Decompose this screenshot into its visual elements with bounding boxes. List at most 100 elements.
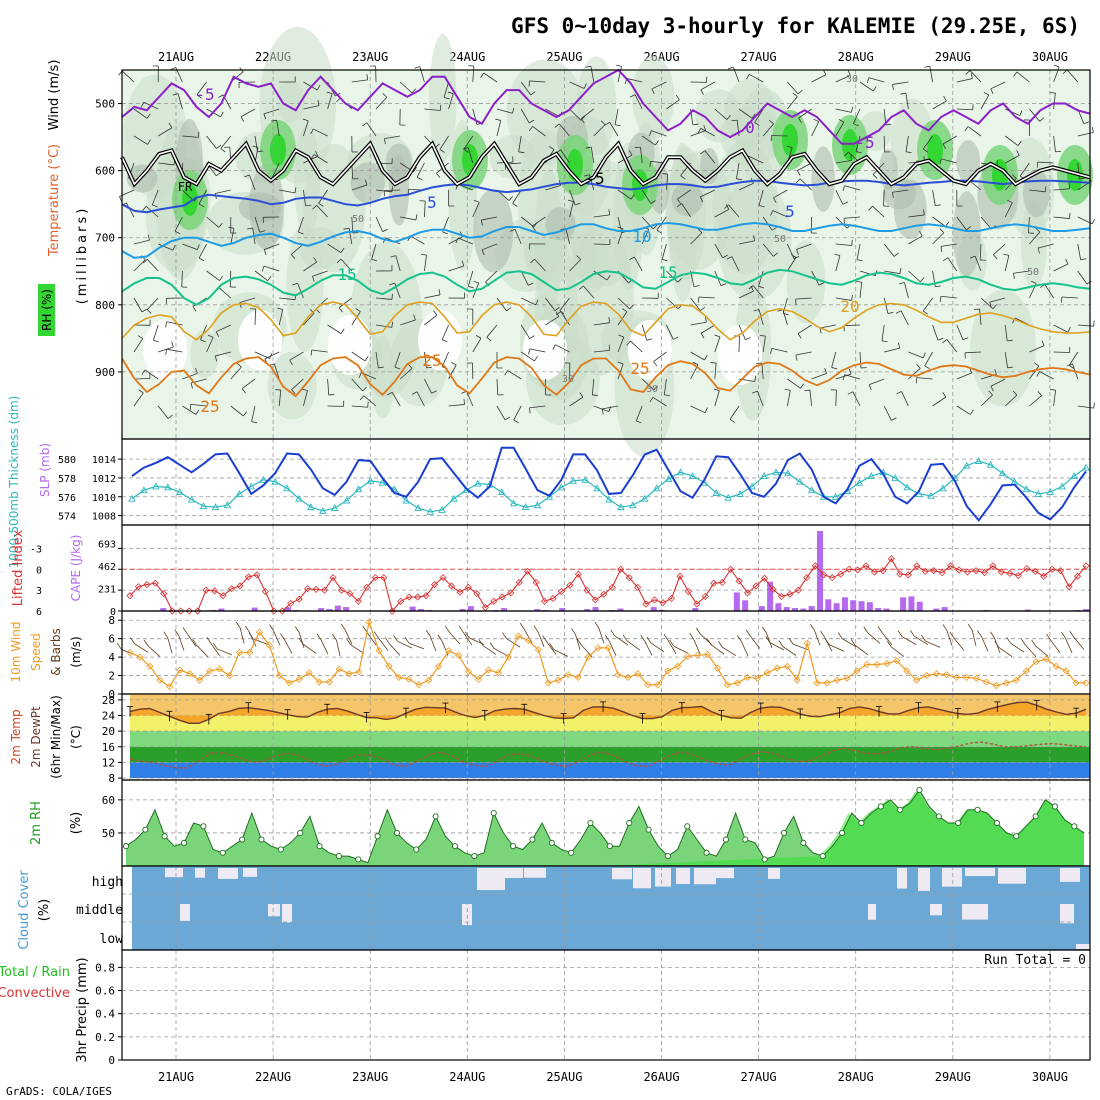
wind-barb xyxy=(905,135,909,152)
wind-barb-feather xyxy=(585,65,591,68)
cloud-middle-gap xyxy=(962,904,988,920)
isotherm-label: -5 xyxy=(855,133,874,152)
surface-wind-barb xyxy=(644,640,653,656)
surface-wind-barb-feather xyxy=(949,631,955,639)
wind-barb-feather xyxy=(1012,390,1018,396)
isotherm-label: 50 xyxy=(352,214,364,225)
wind-barb xyxy=(714,243,724,259)
wind-barb xyxy=(956,372,972,380)
top-day-25aug: 25AUG xyxy=(546,50,582,64)
surface-wind-barb-feather xyxy=(737,635,742,642)
wind-barb xyxy=(313,128,328,137)
cloud-high-gap xyxy=(243,868,257,877)
rh-point xyxy=(993,819,1000,827)
rh-patch xyxy=(523,229,599,283)
wind-speed-point xyxy=(186,670,194,678)
wind-barb-feather xyxy=(438,289,441,295)
wind-barb-feather xyxy=(528,348,531,355)
isotherm-label: 25 xyxy=(630,359,649,378)
wind-barb xyxy=(1044,284,1054,299)
wind-barb xyxy=(908,351,924,359)
surface-wind-barb xyxy=(147,645,161,658)
wind-barb-feather xyxy=(748,285,754,290)
wind-barb-feather xyxy=(646,338,653,341)
thickness-point xyxy=(1058,482,1066,490)
surface-wind-barb-feather xyxy=(478,639,484,646)
wind-speed-point xyxy=(335,665,343,673)
axis-tick-label: 0.6 xyxy=(95,985,115,998)
wind-barb-feather xyxy=(797,333,802,339)
wind-barb-feather xyxy=(382,93,388,98)
rh-point xyxy=(606,843,613,850)
wind-barb xyxy=(532,216,546,227)
surface-wind-barb-feather xyxy=(465,631,470,639)
wind-speed-point xyxy=(813,679,821,687)
wind-barb xyxy=(698,296,715,299)
wind-barb-feather xyxy=(753,309,760,312)
wind-barb-feather xyxy=(940,246,943,252)
surface-wind-barb xyxy=(506,638,521,648)
thickness-point xyxy=(688,472,697,480)
credit: GrADS: COLA/IGES xyxy=(6,1085,112,1098)
wind-barb xyxy=(441,351,449,367)
lifted-index-point xyxy=(718,578,726,587)
wind-barb-feather xyxy=(508,196,514,201)
wind-barb-feather xyxy=(962,337,969,341)
rh-point xyxy=(1051,803,1059,810)
wind-barb-feather xyxy=(629,256,635,261)
wind-barb-feather xyxy=(722,254,728,259)
isotherm-label: 5 xyxy=(427,193,437,212)
wind-barb xyxy=(1077,131,1094,137)
wind-barb xyxy=(811,373,827,380)
wind-barb xyxy=(289,351,304,361)
cloud-gaps xyxy=(165,868,1090,949)
wind-barb xyxy=(993,243,1006,256)
wind-barb-feather xyxy=(893,252,899,257)
rh-point xyxy=(510,843,517,850)
wind-barb-feather xyxy=(608,317,611,323)
wind-barb xyxy=(787,390,791,407)
thickness-point xyxy=(748,482,756,490)
lifted-index-point xyxy=(617,565,625,573)
cloud-middle-gap xyxy=(282,904,292,923)
wind-barb xyxy=(220,135,232,149)
wind-barb xyxy=(681,203,691,218)
wind-barb-feather xyxy=(939,228,945,233)
wind-speed-point xyxy=(435,662,443,670)
axis-tick-label: 50 xyxy=(102,827,115,840)
wind-barb-feather xyxy=(791,254,797,258)
wind-barb xyxy=(400,319,416,326)
lifted-index-point xyxy=(845,565,853,573)
wind-barb xyxy=(758,189,764,206)
wind-barb xyxy=(472,202,480,218)
wind-barb-feather xyxy=(192,306,197,312)
wind-barb xyxy=(520,81,532,96)
wind-barb-feather xyxy=(916,363,921,369)
wind-barb xyxy=(883,189,885,207)
wind-barb-feather xyxy=(824,368,827,374)
wind-barb-feather xyxy=(443,96,450,100)
surface-wind-barb-feather xyxy=(549,643,554,650)
wind-barb-feather xyxy=(442,231,448,235)
lifted-index-point xyxy=(744,589,752,597)
surface-wind-barb-feather xyxy=(762,626,767,634)
wind-speed-point xyxy=(972,674,981,682)
thickness-point xyxy=(438,506,446,513)
wind-barb xyxy=(181,270,183,288)
wind-barb-feather xyxy=(1041,340,1045,346)
wind-barb-feather xyxy=(769,119,774,125)
surface-wind-barb xyxy=(1010,642,1025,653)
wind-speed-point xyxy=(455,651,463,659)
wind-speed-point xyxy=(733,679,742,687)
wind-barb-feather xyxy=(675,94,680,100)
wind-barb-feather xyxy=(382,228,388,232)
surface-wind-barb xyxy=(881,632,893,646)
wind-barb xyxy=(394,282,401,299)
wind-barb-feather xyxy=(797,170,801,176)
wind-barb-feather xyxy=(943,95,947,102)
wind-barb xyxy=(182,135,199,138)
li-tick-label: 3 xyxy=(36,586,42,597)
lifted-index-point xyxy=(321,586,329,594)
wind-speed-point xyxy=(694,651,702,659)
wind-barb-feather xyxy=(1037,391,1042,396)
